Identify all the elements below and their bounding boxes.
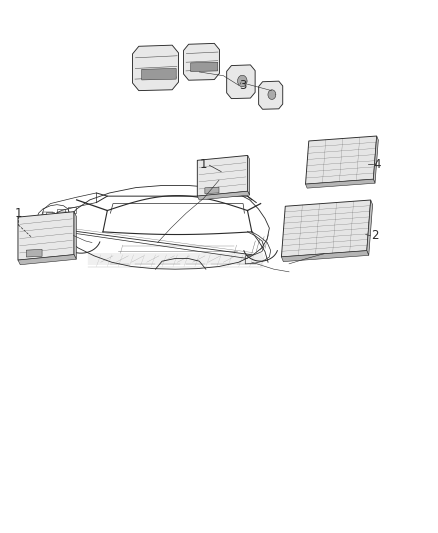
Text: 1: 1	[14, 207, 22, 220]
Polygon shape	[18, 212, 74, 260]
Polygon shape	[281, 251, 369, 262]
Polygon shape	[367, 200, 373, 255]
Polygon shape	[305, 136, 377, 184]
Polygon shape	[132, 45, 178, 91]
Polygon shape	[142, 68, 176, 80]
Polygon shape	[184, 43, 219, 80]
Polygon shape	[205, 187, 219, 193]
Polygon shape	[227, 65, 255, 99]
Polygon shape	[26, 249, 42, 257]
Polygon shape	[373, 136, 378, 183]
Text: 2: 2	[371, 229, 378, 242]
Polygon shape	[238, 75, 247, 87]
Polygon shape	[197, 156, 248, 196]
Polygon shape	[74, 212, 76, 259]
Polygon shape	[18, 255, 76, 265]
Polygon shape	[248, 156, 250, 195]
Polygon shape	[258, 81, 283, 109]
Polygon shape	[191, 62, 218, 71]
Text: 3: 3	[240, 79, 247, 92]
Polygon shape	[268, 90, 276, 99]
Text: 4: 4	[374, 158, 381, 171]
Polygon shape	[305, 179, 375, 188]
Polygon shape	[281, 200, 371, 257]
Text: 1: 1	[200, 158, 208, 171]
Polygon shape	[197, 191, 250, 200]
